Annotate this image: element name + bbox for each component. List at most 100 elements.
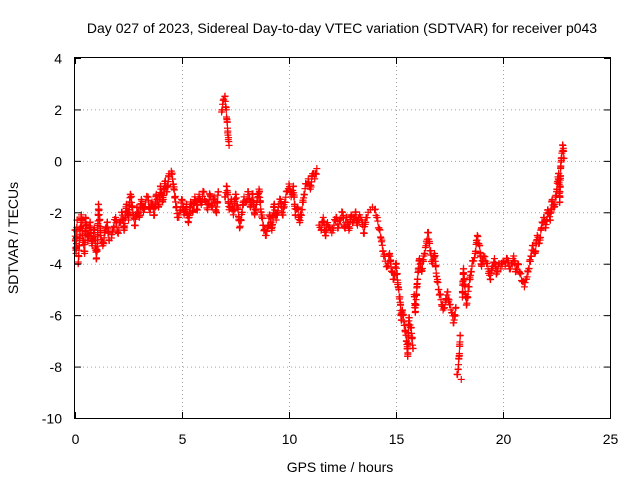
data-point	[75, 242, 83, 250]
data-point	[78, 216, 86, 224]
data-point	[330, 221, 338, 229]
data-point	[497, 265, 505, 273]
y-tick-label: 4	[54, 51, 62, 67]
data-point	[121, 220, 129, 228]
x-tick-label: 25	[603, 431, 619, 447]
data-point	[527, 252, 535, 260]
data-point	[421, 250, 429, 258]
data-point	[290, 193, 298, 201]
data-point	[405, 314, 413, 322]
data-point	[237, 217, 245, 225]
data-point	[446, 300, 454, 308]
data-point	[360, 229, 368, 237]
data-point	[409, 345, 417, 353]
data-point	[463, 299, 471, 307]
data-point	[411, 307, 419, 315]
data-point	[155, 200, 163, 208]
data-point	[456, 338, 464, 346]
data-point	[214, 188, 222, 196]
chart-title: Day 027 of 2023, Sidereal Day-to-day VTE…	[87, 20, 597, 36]
data-point	[223, 118, 231, 126]
data-point	[263, 228, 271, 236]
data-point	[313, 165, 321, 173]
data-point	[75, 253, 83, 261]
data-point	[363, 214, 371, 222]
data-points	[71, 92, 568, 383]
data-point	[408, 334, 416, 342]
data-point	[131, 222, 139, 230]
data-point	[465, 283, 473, 291]
data-point	[432, 262, 440, 270]
data-point	[224, 191, 232, 199]
data-point	[158, 190, 166, 198]
data-point	[494, 268, 502, 276]
data-point	[481, 253, 489, 261]
data-point	[103, 218, 111, 226]
data-point	[441, 304, 449, 312]
data-point	[434, 279, 442, 287]
data-point	[289, 182, 297, 190]
data-point	[258, 214, 266, 222]
data-point	[424, 228, 432, 236]
data-point	[546, 216, 554, 224]
data-point	[464, 294, 472, 302]
data-point	[474, 233, 482, 241]
x-axis-title: GPS time / hours	[287, 459, 394, 475]
data-point	[487, 276, 495, 284]
data-point	[556, 183, 564, 191]
data-point	[173, 203, 181, 211]
data-point	[536, 233, 544, 241]
data-point	[483, 259, 491, 267]
data-point	[404, 329, 412, 337]
data-point	[517, 270, 525, 278]
y-axis-title: SDTVAR / TECUs	[5, 182, 21, 294]
data-point	[96, 216, 104, 224]
data-point	[296, 217, 304, 225]
data-point	[523, 273, 531, 281]
data-point	[236, 222, 244, 230]
data-point	[322, 227, 330, 235]
data-point	[532, 247, 540, 255]
y-tick-label: 2	[54, 102, 62, 118]
data-point	[138, 197, 146, 205]
data-point	[256, 198, 264, 206]
data-point	[262, 232, 270, 240]
data-point	[470, 257, 478, 265]
data-point	[230, 206, 238, 214]
x-tick-label: 20	[496, 431, 512, 447]
data-point	[334, 224, 342, 232]
data-point	[376, 226, 384, 234]
data-point	[371, 205, 379, 213]
data-point	[476, 241, 484, 249]
data-point	[557, 172, 565, 180]
data-point	[444, 288, 452, 296]
data-point	[298, 205, 306, 213]
data-point	[81, 247, 89, 255]
data-point	[136, 211, 144, 219]
data-point	[301, 191, 309, 199]
data-point	[213, 209, 221, 217]
data-point	[329, 226, 337, 234]
data-point	[238, 208, 246, 216]
data-point	[307, 178, 315, 186]
data-point	[520, 283, 528, 291]
data-point	[525, 264, 533, 272]
x-tick-label: 10	[282, 431, 298, 447]
data-point	[335, 220, 343, 228]
data-point	[393, 270, 401, 278]
data-point	[374, 217, 382, 225]
data-point	[378, 241, 386, 249]
data-point	[472, 247, 480, 255]
data-point	[426, 239, 434, 247]
y-tick-label: 0	[54, 153, 62, 169]
y-tick-label: -2	[50, 205, 63, 221]
data-point	[256, 187, 264, 195]
data-point	[521, 279, 529, 287]
data-point	[418, 264, 426, 272]
data-point	[160, 192, 168, 200]
data-point	[460, 269, 468, 277]
data-point	[506, 265, 514, 273]
data-point	[346, 224, 354, 232]
